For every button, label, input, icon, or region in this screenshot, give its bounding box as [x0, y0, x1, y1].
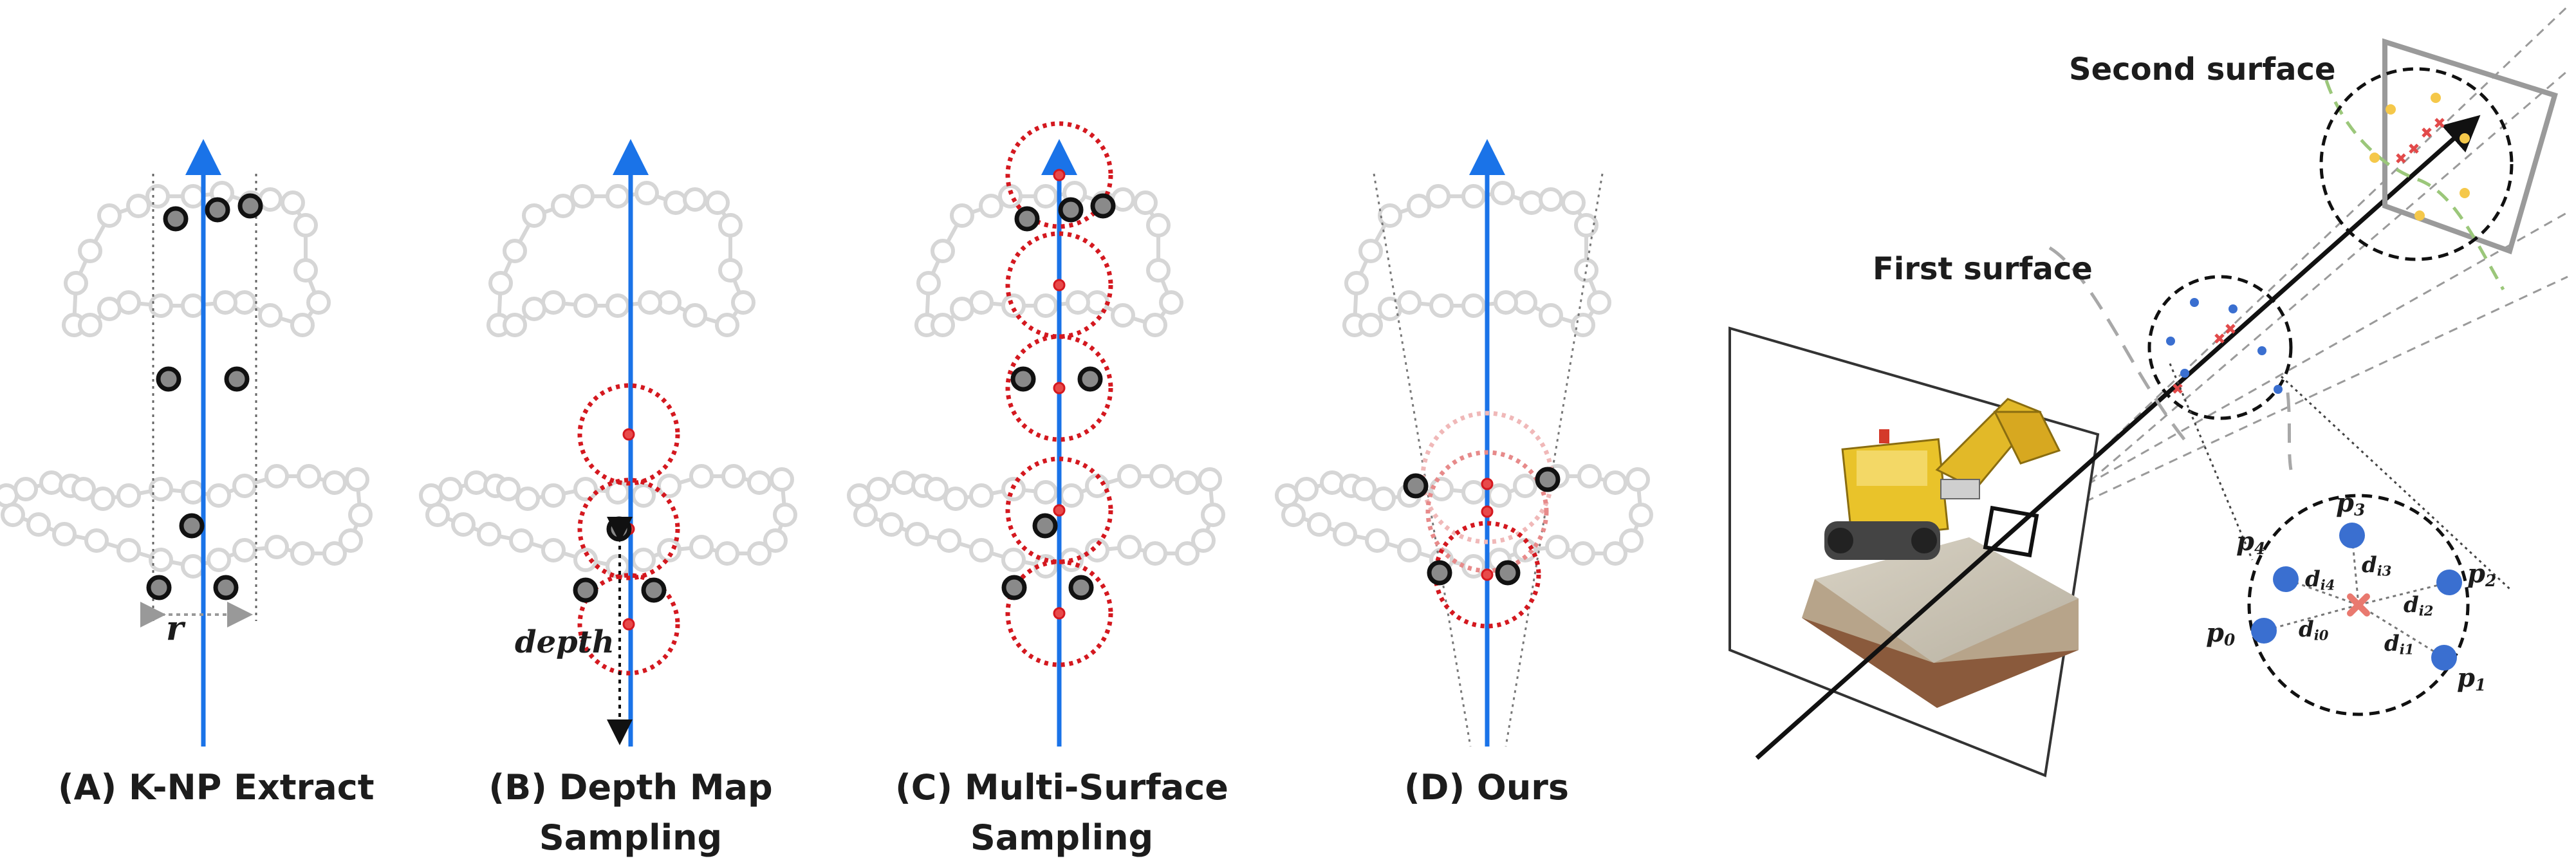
first-surface-points — [2166, 298, 2283, 394]
first-surface-curve-2 — [2286, 392, 2293, 470]
inset-point-label-2: p2 — [2467, 559, 2497, 591]
panel-a — [140, 139, 263, 747]
caption-panel-b-line1: (B) Depth Map — [488, 767, 773, 808]
second-surface-label: Second surface — [2069, 51, 2336, 88]
inset-distance-label-3: di3 — [2362, 552, 2392, 579]
second-surface-samples — [2396, 118, 2445, 163]
inset-distance-label-0: di0 — [2299, 617, 2329, 644]
surface-outline-panel-a — [0, 181, 373, 579]
inset-point-label-4: p4 — [2236, 526, 2266, 559]
second-surface-points — [2369, 93, 2470, 221]
inset-distance-label-2: di2 — [2404, 592, 2434, 619]
camera-ray — [1755, 115, 2481, 760]
caption-panel-d: (D) Ours — [1404, 767, 1570, 808]
cone-right — [1505, 173, 1604, 747]
pixel-box — [1983, 505, 2039, 558]
surface-outline-panel-d — [1275, 181, 1653, 579]
inset-query-point — [2347, 593, 2370, 617]
cone-left — [1373, 173, 1472, 747]
caption-panel-b-line2: Sampling — [539, 817, 723, 858]
caption-panel-c-line1: (C) Multi-Surface — [895, 767, 1228, 808]
inset-sphere — [2247, 494, 2470, 716]
caption-panel-a: (A) K-NP Extract — [58, 767, 375, 808]
inset-points — [2251, 523, 2462, 671]
inset-point-label-3: p3 — [2336, 488, 2366, 520]
caption-panel-c: (C) Multi-Surface Sampling — [888, 763, 1236, 863]
panel-d — [1373, 139, 1604, 747]
second-surface-frame — [2382, 38, 2558, 255]
first-surface-samples — [2173, 324, 2236, 394]
neighbor-points-a — [146, 193, 263, 600]
inset-point-label-1: p1 — [2457, 663, 2487, 695]
excavator-photo — [1802, 398, 2079, 708]
inset-distance-label-4: di4 — [2305, 566, 2335, 593]
second-surface-sphere — [2319, 67, 2514, 261]
scene-panel — [1728, 5, 2569, 777]
panel-b — [573, 139, 680, 747]
sample-spheres-c — [1005, 121, 1113, 667]
sample-points-c — [1053, 169, 1066, 620]
neighbor-points-d — [1403, 467, 1561, 586]
surface-outline-panel-b — [419, 181, 797, 579]
first-surface-label: First surface — [1873, 251, 2093, 287]
caption-panel-b: (B) Depth Map Sampling — [476, 763, 785, 863]
second-surface-curve — [2324, 80, 2505, 291]
first-surface-curve — [2048, 246, 2189, 445]
caption-panel-c-line2: Sampling — [970, 817, 1154, 858]
radius-label: r — [166, 609, 184, 648]
panel-c — [1001, 121, 1116, 747]
inset-point-label-0: p0 — [2206, 618, 2236, 650]
first-surface-sphere — [2147, 275, 2293, 420]
neighbor-points-c — [1001, 193, 1116, 600]
depth-label: depth — [515, 624, 615, 660]
inset-distance-label-1: di1 — [2384, 631, 2414, 658]
sample-points-d — [1481, 478, 1494, 581]
zoom-line-right — [2280, 375, 2511, 590]
